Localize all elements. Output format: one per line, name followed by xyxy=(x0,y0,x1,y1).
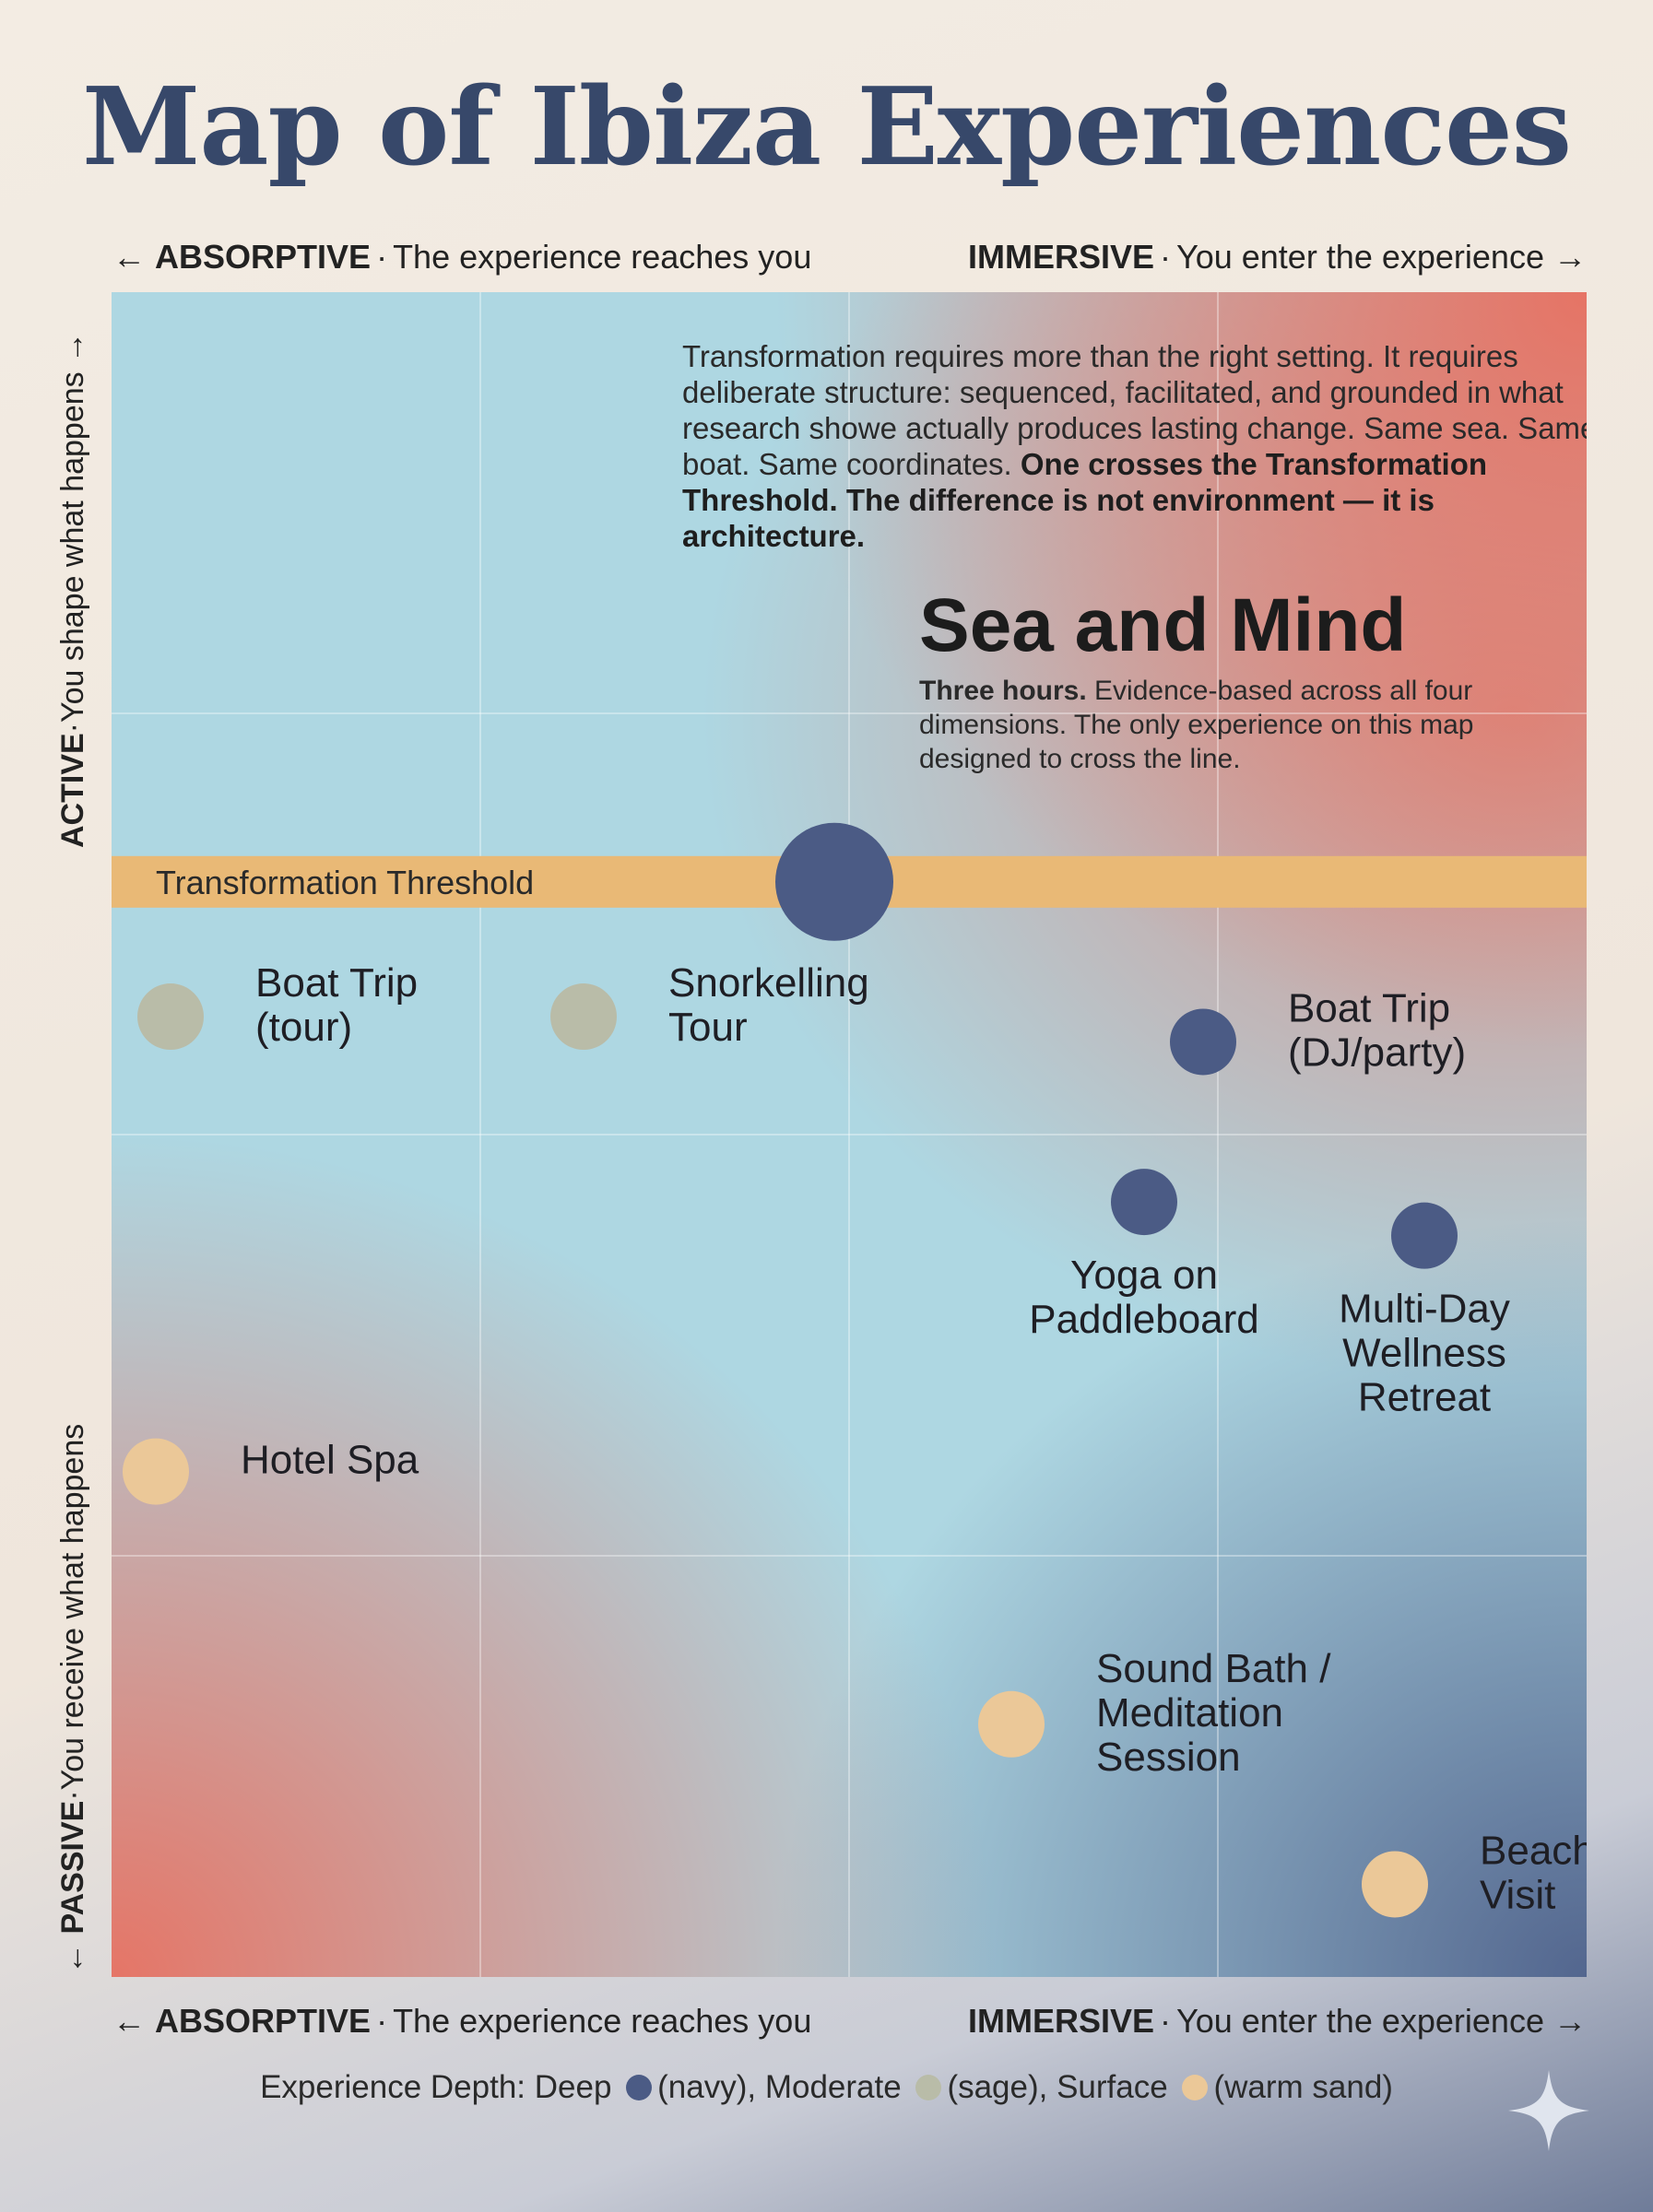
legend-surface-label: (warm sand) xyxy=(1213,2069,1393,2105)
data-point-label-line: Hotel Spa xyxy=(241,1438,419,1483)
plot-area: Transformation Threshold Boat Trip (tour) S… xyxy=(112,292,1587,1977)
axis-active-desc: You shape what happens xyxy=(55,371,90,723)
feature-duration: Three hours. xyxy=(919,676,1087,706)
axis-absorptive-label: ABSORPTIVE xyxy=(155,2002,372,2040)
intro-paragraph: Transformation requires more than the ri… xyxy=(682,338,1587,554)
data-point-label-line: Wellness xyxy=(1342,1331,1506,1376)
axis-immersive-label: IMMERSIVE xyxy=(967,238,1154,276)
arrow-down-icon: ← xyxy=(55,1943,90,1974)
axis-label-top-left: ← ABSORPTIVE · The experience reaches you xyxy=(112,238,811,276)
data-point-label: Hotel Spa xyxy=(241,1438,419,1483)
data-point xyxy=(1170,1008,1236,1076)
data-point-label-line: Snorkelling xyxy=(668,960,869,1006)
data-point-label-line: Boat Trip xyxy=(255,960,418,1006)
data-point-label-line: (tour) xyxy=(255,1005,352,1050)
data-point-label-line: Paddleboard xyxy=(1029,1297,1259,1342)
data-point-label: Beach Visit xyxy=(1480,1828,1587,1917)
legend: Experience Depth: Deep (navy), Moderate … xyxy=(0,2069,1653,2106)
data-point xyxy=(123,1438,189,1505)
separator: · xyxy=(1160,2002,1171,2040)
axis-immersive-desc: You enter the experience xyxy=(1176,2002,1544,2040)
data-point xyxy=(137,983,204,1051)
axis-label-bottom-left: ← ABSORPTIVE · The experience reaches you xyxy=(112,2002,811,2041)
separator: · xyxy=(55,1790,90,1801)
feature-description: Three hours. Evidence-based across all f… xyxy=(919,674,1491,776)
data-point-label-line: Multi-Day xyxy=(1339,1287,1510,1332)
axis-passive-label: PASSIVE xyxy=(55,1800,90,1935)
intro-text: Transformation requires more than the ri… xyxy=(682,339,1587,481)
feature-desc-text: Evidence-based across all four dimension… xyxy=(919,676,1474,774)
separator: · xyxy=(55,722,90,734)
axis-absorptive-desc: The experience reaches you xyxy=(393,238,812,276)
intro-bold-text: One crosses the Transformation Threshold… xyxy=(682,447,1488,553)
axis-label-top-right: IMMERSIVE · You enter the experience → xyxy=(968,238,1587,276)
separator: · xyxy=(1160,238,1171,276)
data-point-label-line: Retreat xyxy=(1358,1375,1491,1420)
axis-label-active: ACTIVE·You shape what happens → xyxy=(55,332,91,848)
legend-deep-label: (navy), Moderate xyxy=(657,2069,902,2105)
arrow-right-icon: → xyxy=(1553,238,1587,276)
legend-moderate-label: (sage), Surface xyxy=(947,2069,1168,2105)
data-point xyxy=(1362,1851,1428,1918)
data-point-label: Boat Trip (DJ/party) xyxy=(1288,985,1466,1075)
data-point-label-line: Sound Bath / xyxy=(1096,1646,1331,1691)
data-point-label-line: Session xyxy=(1096,1735,1241,1780)
data-point-label: Boat Trip (tour) xyxy=(255,960,418,1050)
data-point-label-line: Beach xyxy=(1480,1828,1587,1873)
feature-title: Sea and Mind xyxy=(919,583,1407,667)
data-point-label-line: (DJ/party) xyxy=(1288,1030,1466,1075)
data-point-label-line: Visit xyxy=(1480,1872,1555,1917)
sparkle-icon xyxy=(1508,2070,1589,2151)
data-point-label: Snorkelling Tour xyxy=(668,960,869,1050)
data-point-label-line: Meditation xyxy=(1096,1690,1283,1735)
data-point xyxy=(775,822,893,941)
data-point xyxy=(1391,1202,1458,1269)
axis-immersive-desc: You enter the experience xyxy=(1176,238,1544,276)
arrow-up-icon: → xyxy=(55,331,90,363)
data-point-label: Yoga on Paddleboard xyxy=(1029,1253,1259,1342)
data-point-label: Multi-Day Wellness Retreat xyxy=(1339,1287,1510,1420)
data-point-label: Sound Bath / Meditation Session xyxy=(1096,1646,1331,1780)
data-point xyxy=(978,1690,1045,1758)
page-title: Map of Ibiza Experiences xyxy=(81,65,1572,190)
axis-immersive-label: IMMERSIVE xyxy=(967,2002,1154,2040)
threshold-label: Transformation Threshold xyxy=(156,864,534,901)
arrow-right-icon: → xyxy=(1553,2002,1587,2040)
axis-active-label: ACTIVE xyxy=(55,733,90,848)
data-point-label-line: Boat Trip xyxy=(1288,985,1450,1030)
data-point-label-line: Yoga on xyxy=(1070,1253,1218,1298)
separator: · xyxy=(376,238,388,276)
legend-prefix: Experience Depth: Deep xyxy=(260,2069,612,2105)
data-point xyxy=(550,983,617,1051)
axis-label-passive: ← PASSIVE·You receive what happens xyxy=(55,1424,91,1974)
data-point xyxy=(1111,1169,1177,1236)
axis-absorptive-desc: The experience reaches you xyxy=(393,2002,812,2040)
legend-moderate-swatch xyxy=(915,2075,942,2100)
data-point-label-line: Tour xyxy=(668,1005,748,1050)
axis-absorptive-label: ABSORPTIVE xyxy=(155,238,372,276)
legend-surface-swatch xyxy=(1182,2075,1209,2100)
arrow-left-icon: ← xyxy=(112,2002,146,2040)
arrow-left-icon: ← xyxy=(112,238,146,276)
separator: · xyxy=(376,2002,388,2040)
legend-deep-swatch xyxy=(626,2075,653,2100)
axis-label-bottom-right: IMMERSIVE · You enter the experience → xyxy=(968,2002,1587,2041)
axis-passive-desc: You receive what happens xyxy=(55,1423,90,1791)
